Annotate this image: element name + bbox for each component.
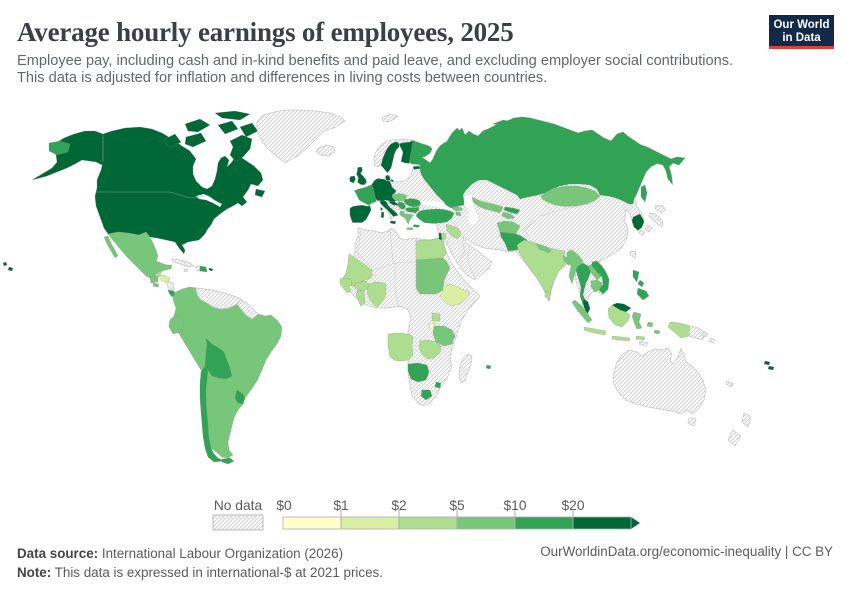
- svg-text:$1: $1: [333, 498, 348, 513]
- svg-text:$2: $2: [391, 498, 406, 513]
- svg-text:$5: $5: [449, 498, 465, 513]
- svg-text:No data: No data: [214, 498, 263, 513]
- svg-text:$0: $0: [276, 498, 292, 513]
- svg-text:$20: $20: [561, 498, 584, 513]
- svg-text:$10: $10: [503, 498, 526, 513]
